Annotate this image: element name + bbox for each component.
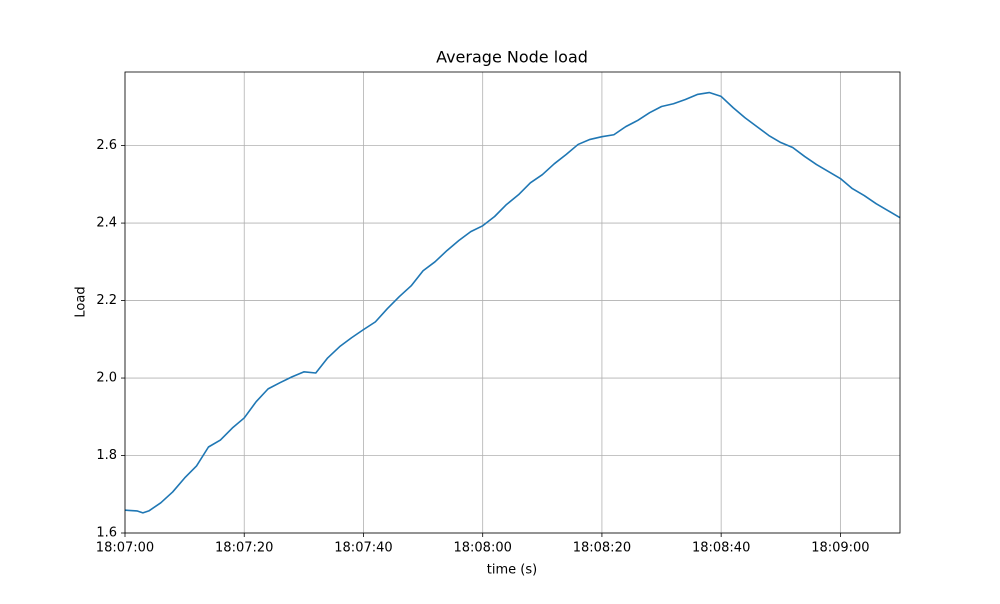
y-axis-label: Load (74, 286, 89, 317)
x-tick-label: 18:08:40 (692, 541, 750, 556)
line (124, 91, 901, 514)
x-tick-label: 18:08:20 (573, 541, 631, 556)
x-tick-label: 18:09:00 (811, 541, 869, 556)
y-tick-label: 2.2 (96, 293, 117, 308)
y-tick-label: 2.4 (96, 216, 117, 231)
chart-title: Average Node load (436, 48, 588, 67)
y-tick-label: 1.8 (96, 448, 117, 463)
y-tick-label: 1.6 (96, 526, 117, 541)
x-tick-label: 18:07:00 (96, 541, 154, 556)
x-axis-label: time (s) (487, 563, 537, 578)
grid (124, 72, 900, 534)
x-tick-label: 18:07:20 (215, 541, 273, 556)
y-tick-label: 2.0 (96, 371, 117, 386)
x-tick-label: 18:07:40 (334, 541, 392, 556)
x-tick-label: 18:08:00 (453, 541, 511, 556)
axes-frame (124, 71, 901, 534)
plot (124, 91, 901, 514)
y-tick-label: 2.6 (96, 138, 117, 153)
